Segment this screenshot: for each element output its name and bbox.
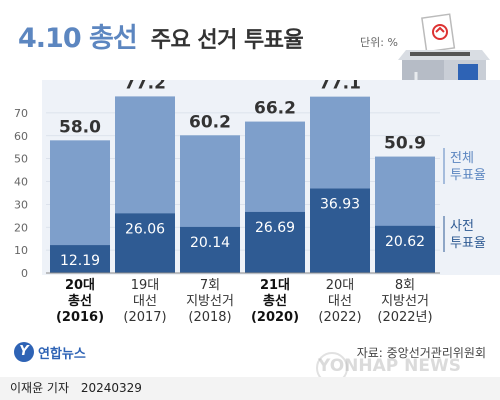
category-label-line: (2016) xyxy=(55,310,105,325)
early-turnout-bar xyxy=(310,188,370,273)
early-turnout-bar xyxy=(50,245,110,273)
total-turnout-label: 50.9 xyxy=(384,134,426,154)
early-turnout-label: 20.62 xyxy=(385,234,425,250)
total-turnout-label: 77.1 xyxy=(319,80,361,94)
publisher-logo: Y 연합뉴스 xyxy=(14,342,86,362)
chart-title: 4.10 총선 주요 선거 투표율 xyxy=(18,16,304,54)
early-turnout-label: 20.14 xyxy=(190,235,230,251)
total-turnout-label: 66.2 xyxy=(254,99,296,119)
yonhap-logo-icon: Y xyxy=(14,342,34,362)
category-label-line: 총선 xyxy=(68,294,92,309)
legend-label: 사전 xyxy=(450,219,474,234)
category-label-line: (2017) xyxy=(123,310,167,325)
total-turnout-label: 58.0 xyxy=(59,117,101,137)
early-turnout-bar xyxy=(245,211,305,273)
credit-bar: 이재윤 기자 20240329 xyxy=(0,377,500,400)
category-label-line: (2018) xyxy=(188,310,232,325)
category-label-line: (2022) xyxy=(318,310,362,325)
source-note: 자료: 중앙선거관리위원회 xyxy=(356,346,486,360)
date: 20240329 xyxy=(80,381,142,395)
category-label: 20대 대선 (2022) xyxy=(308,278,372,326)
y-tick-label: 0 xyxy=(21,267,28,280)
early-turnout-label: 26.69 xyxy=(255,220,295,236)
category-label: 21대 총선 (2020) xyxy=(243,278,307,326)
category-label: 8회 지방선거 (2022년) xyxy=(373,278,437,326)
y-tick-label: 50 xyxy=(14,153,28,166)
total-turnout-label: 60.2 xyxy=(189,112,231,132)
unit-label: 단위: % xyxy=(360,36,398,49)
y-tick-label: 40 xyxy=(14,176,28,189)
category-label-line: (2020) xyxy=(250,310,300,325)
category-label: 19대 대선 (2017) xyxy=(113,278,177,326)
category-label-line: 8회 xyxy=(394,278,416,293)
early-turnout-bar xyxy=(115,213,175,273)
category-label-line: 대선 xyxy=(328,294,352,309)
category-label-line: 대선 xyxy=(133,294,157,309)
early-turnout-label: 26.06 xyxy=(125,221,165,237)
category-label-line: 19대 xyxy=(130,278,160,293)
title-main: 4.10 총선 xyxy=(18,23,138,54)
title-sub: 주요 선거 투표율 xyxy=(150,28,304,53)
author: 이재윤 기자 xyxy=(10,381,70,395)
category-label-line: 총선 xyxy=(263,294,287,309)
turnout-chart: 0 10 20 30 40 50 60 70 58.0 12.19 77.2 26.06 60.2 20.… xyxy=(14,80,500,280)
legend-label: 투표율 xyxy=(450,168,486,183)
y-tick-label: 70 xyxy=(14,107,28,120)
category-label-line: (2022년) xyxy=(377,310,433,325)
legend-label: 전체 xyxy=(450,151,474,166)
total-turnout-label: 77.2 xyxy=(124,80,166,93)
logo-text: 연합뉴스 xyxy=(38,346,86,362)
category-label-line: 7회 xyxy=(199,278,221,293)
y-tick-label: 60 xyxy=(14,130,28,143)
watermark: YONHAP NEWS xyxy=(318,356,461,376)
y-tick-label: 10 xyxy=(14,244,28,257)
category-label-line: 지방선거 xyxy=(186,294,234,309)
category-label-line: 20대 xyxy=(325,278,355,293)
y-tick-label: 30 xyxy=(14,198,28,211)
y-tick-label: 20 xyxy=(14,221,28,234)
category-label-line: 21대 xyxy=(259,278,291,293)
legend-label: 투표율 xyxy=(450,236,486,251)
category-label-line: 20대 xyxy=(64,278,96,293)
early-turnout-bar xyxy=(180,226,240,273)
early-turnout-label: 12.19 xyxy=(60,253,100,269)
category-label: 20대 총선 (2016) xyxy=(48,278,112,326)
category-label: 7회 지방선거 (2018) xyxy=(178,278,242,326)
early-turnout-label: 36.93 xyxy=(320,197,360,213)
early-turnout-bar xyxy=(375,225,435,273)
category-label-line: 지방선거 xyxy=(381,294,429,309)
